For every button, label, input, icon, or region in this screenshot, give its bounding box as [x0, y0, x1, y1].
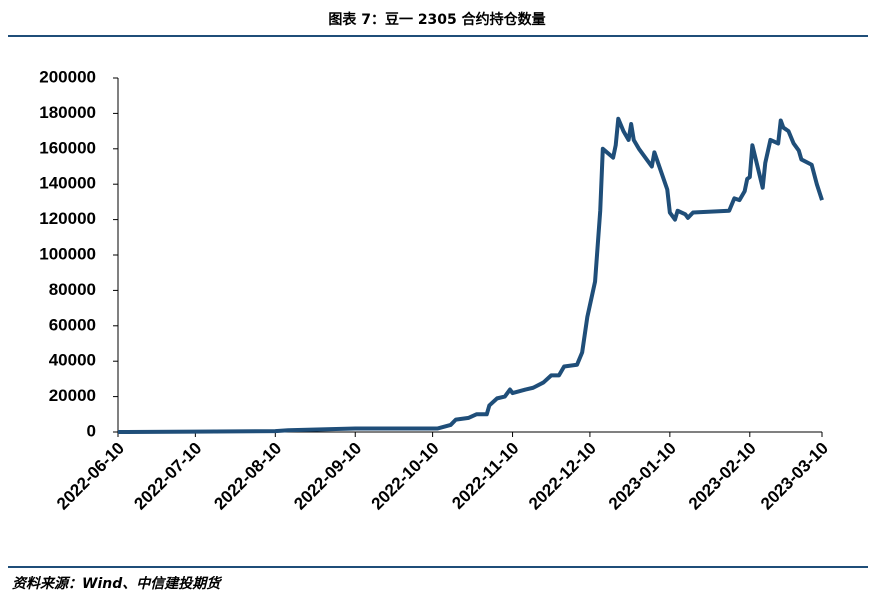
y-tick-label: 80000: [49, 280, 96, 299]
y-tick-label: 180000: [39, 103, 96, 122]
data-line: [117, 116, 824, 434]
chart-title: 图表 7：豆一 2305 合约持仓数量: [328, 11, 545, 28]
y-tick-label: 160000: [39, 138, 96, 157]
y-tick-label: 0: [87, 421, 96, 440]
y-tick-label: 140000: [39, 174, 96, 193]
y-tick-label: 60000: [49, 315, 96, 334]
x-tick-label: 2023-01-10: [605, 439, 680, 514]
x-tick-label: 2022-07-10: [130, 439, 205, 514]
y-tick-label: 200000: [39, 67, 96, 86]
y-tick-label: 40000: [49, 351, 96, 370]
x-tick-label: 2022-10-10: [368, 439, 443, 514]
x-tick-label: 2022-12-10: [525, 439, 600, 514]
x-tick-label: 2023-02-10: [685, 439, 760, 514]
x-tick-label: 2022-11-10: [448, 439, 522, 513]
y-tick-label: 100000: [39, 244, 96, 263]
y-tick-label: 20000: [49, 386, 96, 405]
x-tick-label: 2022-06-10: [53, 439, 128, 514]
x-tick-label: 2023-03-10: [757, 439, 832, 514]
y-tick-label: 120000: [39, 209, 96, 228]
x-tick-label: 2022-08-10: [210, 439, 285, 514]
x-tick-label: 2022-09-10: [290, 439, 365, 514]
source-note: 资料来源：Wind、中信建投期货: [12, 575, 222, 592]
